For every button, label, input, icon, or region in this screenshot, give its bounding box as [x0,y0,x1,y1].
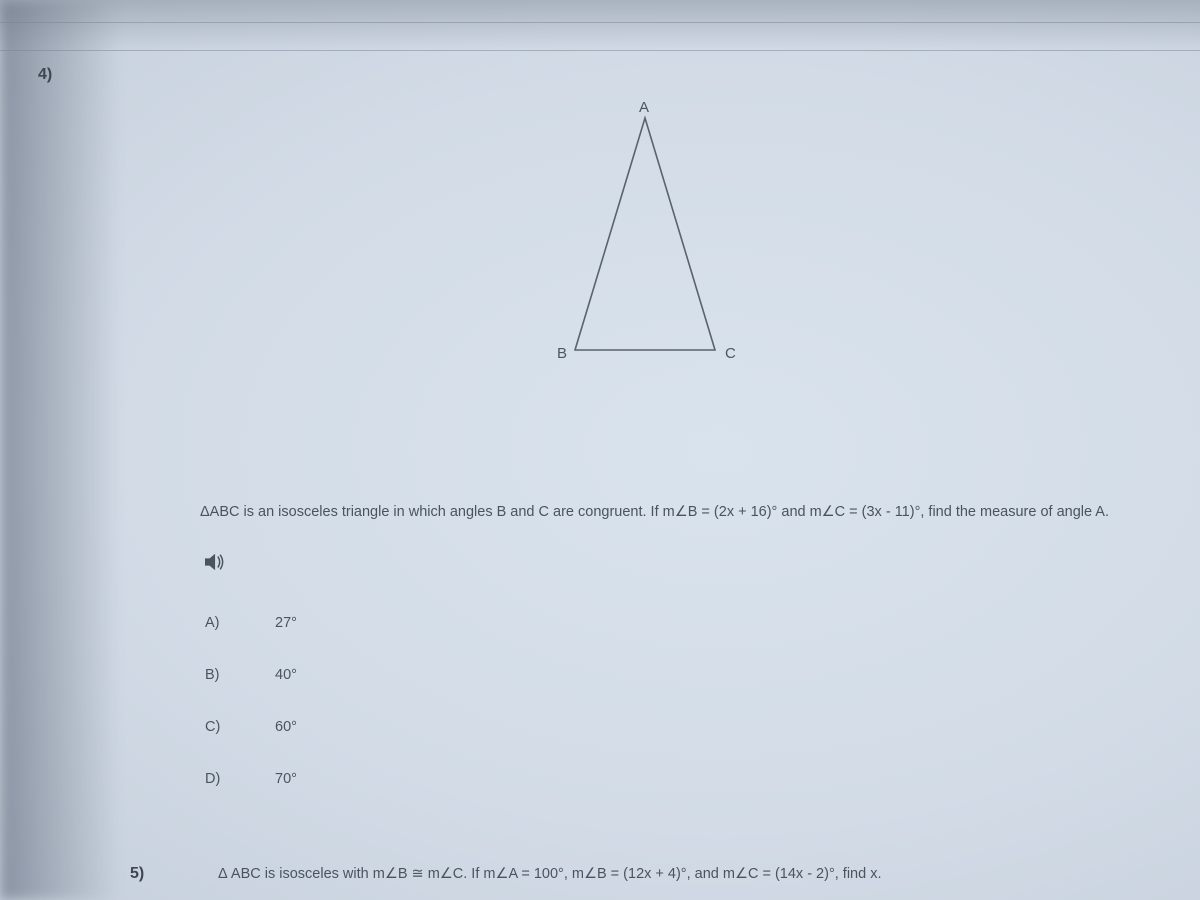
question-number-4: 4) [38,66,52,84]
choice-d[interactable]: D) 70° [205,771,297,787]
choice-value: 40° [275,667,297,683]
vertex-label-b: B [557,345,567,362]
choice-letter: A) [205,615,275,631]
question-number-5: 5) [130,865,144,883]
choice-value: 60° [275,719,297,735]
choice-value: 27° [275,615,297,631]
triangle-shape [575,118,715,350]
choice-value: 70° [275,771,297,787]
question-4-prompt: ΔABC is an isosceles triangle in which a… [200,503,1130,523]
choice-a[interactable]: A) 27° [205,615,297,631]
choice-b[interactable]: B) 40° [205,667,297,683]
audio-icon[interactable] [205,553,227,571]
choice-letter: C) [205,719,275,735]
vertex-label-c: C [725,345,736,362]
question-5-prompt: Δ ABC is isosceles with m∠B ≅ m∠C. If m∠… [218,866,881,882]
choice-c[interactable]: C) 60° [205,719,297,735]
vertex-label-a: A [639,99,649,116]
choice-letter: B) [205,667,275,683]
triangle-figure: A B C [555,110,755,370]
worksheet-page: 4) A B C ΔABC is an isosceles triangle i… [0,0,1200,900]
choice-letter: D) [205,771,275,787]
answer-choices: A) 27° B) 40° C) 60° D) 70° [205,615,297,787]
